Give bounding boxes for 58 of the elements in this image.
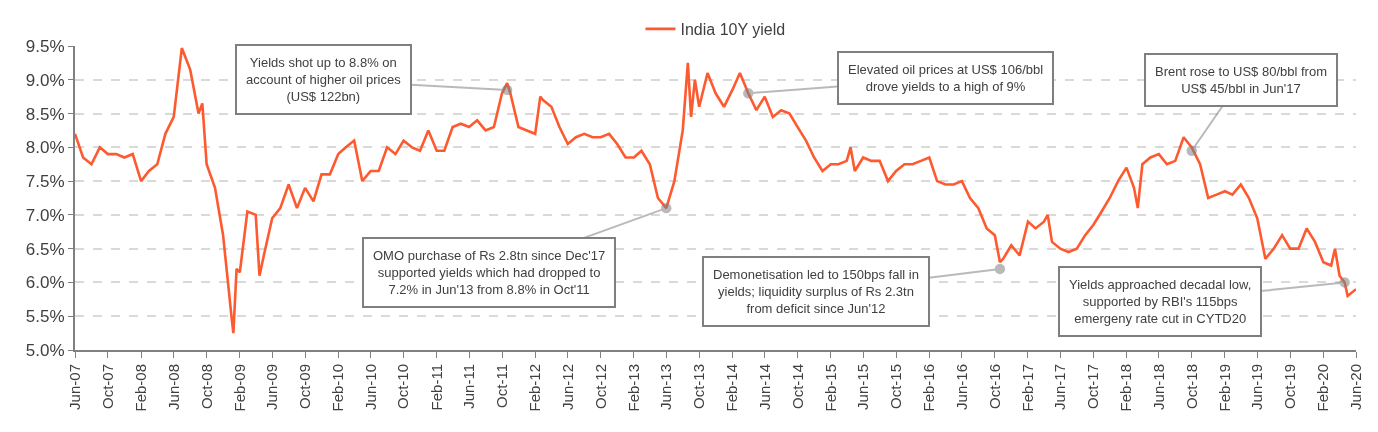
x-tick-label: Oct-14 bbox=[788, 364, 806, 410]
y-tick-label: 5.5% bbox=[25, 307, 65, 327]
x-tick-label: Feb-10 bbox=[329, 364, 347, 412]
annotation: Brent rose to US$ 80/bbl from US$ 45/bbl in Jun'17 bbox=[1155, 64, 1327, 96]
y-tick-label: 8.0% bbox=[25, 138, 65, 158]
x-tick-label: Jun-16 bbox=[952, 364, 970, 410]
line-series bbox=[75, 46, 1356, 335]
x-tick-label: Oct-19 bbox=[1281, 364, 1299, 410]
x-tick-label: Jun-09 bbox=[263, 364, 281, 410]
x-tick-label: Feb-08 bbox=[131, 364, 149, 412]
x-tick-label: Feb-15 bbox=[821, 364, 839, 412]
y-tick-label: 8.5% bbox=[25, 104, 65, 124]
x-tick-label: Jun-19 bbox=[1248, 364, 1266, 410]
x-tick-label: Oct-09 bbox=[295, 364, 313, 410]
annotation: Demonetisation led to 150bps fall in yields; liquidity surplus of Rs 2.3tn from deficit since Jun'12 bbox=[713, 267, 919, 316]
x-tick-label: Oct-15 bbox=[886, 364, 904, 410]
annotation: Yields shot up to 8.8% on account of higher oil prices (US$ 122bn) bbox=[246, 55, 402, 104]
x-tick-label: Feb-13 bbox=[624, 364, 642, 412]
x-tick-label: Feb-19 bbox=[1215, 364, 1233, 412]
x-tick-label: Oct-17 bbox=[1084, 364, 1102, 410]
annotation: Elevated oil prices at US$ 106/bbl drove yields to a high of 9% bbox=[848, 62, 1044, 94]
x-tick-label: Feb-17 bbox=[1018, 364, 1036, 412]
y-tick-label: 9.5% bbox=[25, 36, 65, 56]
x-tick-label: Oct-13 bbox=[690, 364, 708, 410]
x-tick-label: Jun-07 bbox=[65, 364, 83, 410]
x-tick-label: Jun-13 bbox=[657, 364, 675, 410]
annotation: OMO purchase of Rs 2.8tn since Dec'17 supported yields which had dropped to 7.2% in Jun'13 from 8.8% in Oct'11 bbox=[373, 248, 606, 297]
x-tick-label: Jun-10 bbox=[361, 364, 379, 410]
x-tick-label: Feb-11 bbox=[427, 364, 445, 411]
x-tick-label: Feb-09 bbox=[230, 364, 248, 412]
x-tick-label: Feb-16 bbox=[920, 364, 938, 412]
x-tick-label: Oct-12 bbox=[591, 364, 609, 410]
x-tick-label: Oct-11 bbox=[492, 364, 510, 408]
x-tick-label: Jun-15 bbox=[854, 364, 872, 410]
x-tick-label: Oct-16 bbox=[985, 364, 1003, 410]
x-tick-label: Feb-14 bbox=[723, 364, 741, 412]
x-tick-label: Jun-20 bbox=[1346, 364, 1364, 410]
legend-label: India 10Y yield bbox=[680, 21, 786, 39]
x-tick-label: Feb-18 bbox=[1117, 364, 1135, 412]
x-tick-label: Jun-14 bbox=[755, 364, 773, 410]
x-tick-label: Oct-18 bbox=[1182, 364, 1200, 410]
x-tick-label: Oct-10 bbox=[394, 364, 412, 410]
x-tick-label: Oct-07 bbox=[98, 364, 116, 410]
x-tick-label: Feb-20 bbox=[1314, 364, 1332, 412]
x-tick-label: Oct-08 bbox=[197, 364, 215, 410]
y-tick-label: 6.0% bbox=[25, 273, 65, 293]
x-tick-label: Jun-18 bbox=[1149, 364, 1167, 410]
y-tick-label: 9.0% bbox=[25, 70, 65, 90]
x-tick-label: Jun-12 bbox=[558, 364, 576, 410]
y-tick-label: 7.5% bbox=[25, 172, 65, 192]
x-tick-label: Feb-12 bbox=[526, 364, 544, 412]
x-tick-label: Jun-08 bbox=[164, 364, 182, 410]
y-tick-label: 5.0% bbox=[25, 340, 65, 360]
x-tick-label: Jun-17 bbox=[1051, 364, 1069, 410]
y-tick-label: 7.0% bbox=[25, 205, 65, 225]
annotation: Yields approached decadal low, supported by RBI's 115bps emergeny rate cut in CYTD20 bbox=[1069, 277, 1252, 326]
x-tick-label: Jun-11 bbox=[459, 364, 477, 409]
y-tick-label: 6.5% bbox=[25, 239, 65, 259]
